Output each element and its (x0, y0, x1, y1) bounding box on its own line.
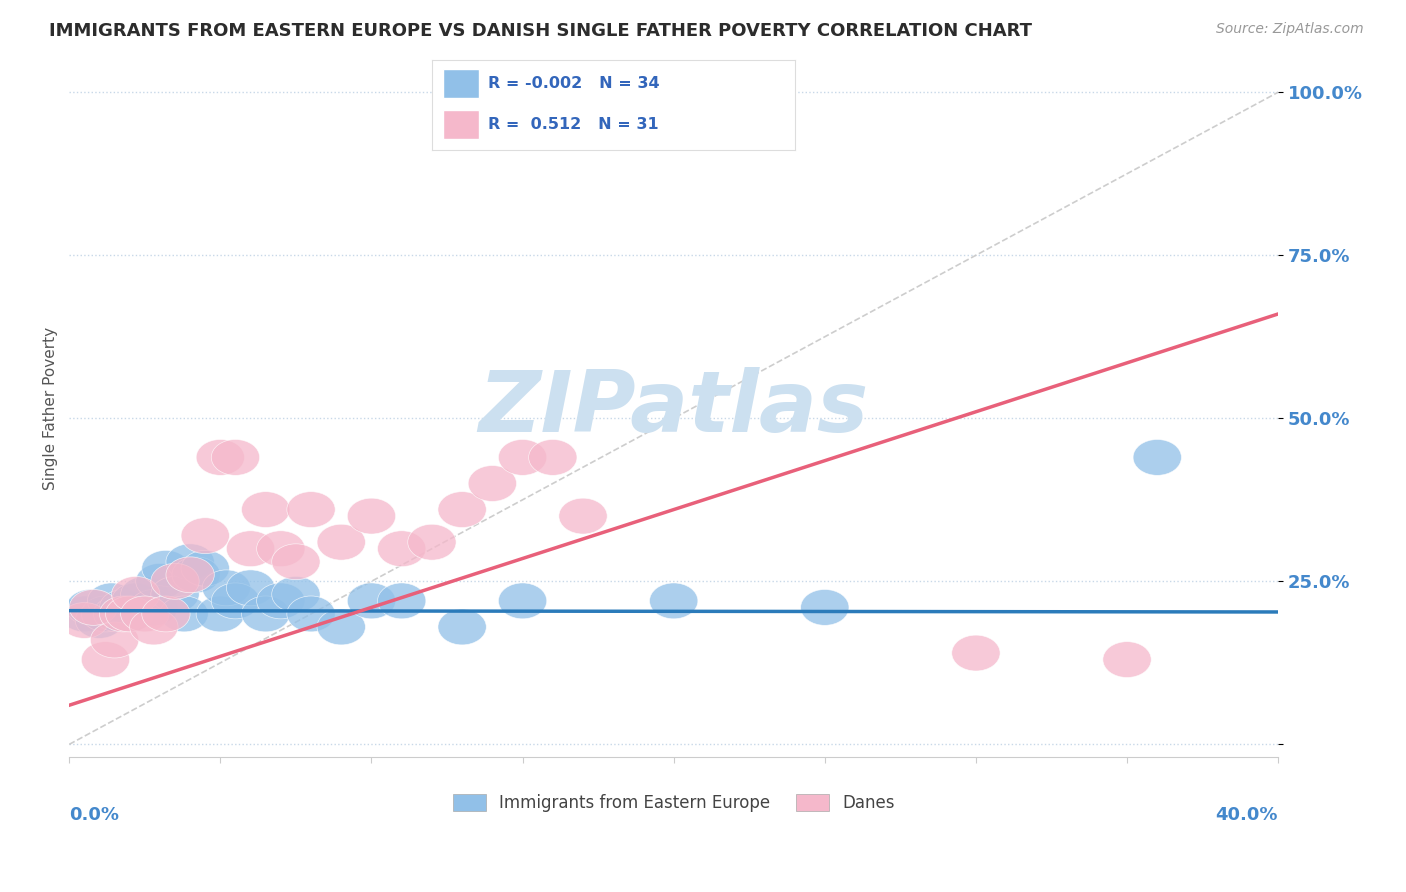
Ellipse shape (377, 583, 426, 619)
Ellipse shape (150, 564, 200, 599)
Text: ZIPatlas: ZIPatlas (478, 367, 869, 450)
Ellipse shape (202, 570, 250, 606)
Ellipse shape (142, 596, 190, 632)
Ellipse shape (257, 583, 305, 619)
Ellipse shape (347, 498, 395, 534)
Ellipse shape (197, 440, 245, 475)
Ellipse shape (437, 609, 486, 645)
Ellipse shape (257, 531, 305, 566)
Ellipse shape (952, 635, 1000, 671)
Ellipse shape (166, 544, 214, 580)
Ellipse shape (60, 602, 108, 639)
Ellipse shape (166, 557, 214, 592)
Ellipse shape (408, 524, 456, 560)
Ellipse shape (76, 602, 124, 639)
Ellipse shape (242, 491, 290, 527)
Ellipse shape (211, 583, 260, 619)
Ellipse shape (129, 590, 179, 625)
Ellipse shape (318, 524, 366, 560)
Ellipse shape (558, 498, 607, 534)
Ellipse shape (181, 550, 229, 586)
Ellipse shape (287, 596, 335, 632)
Text: 40.0%: 40.0% (1216, 806, 1278, 824)
Ellipse shape (121, 596, 169, 632)
Text: 0.0%: 0.0% (69, 806, 120, 824)
Ellipse shape (197, 596, 245, 632)
Ellipse shape (211, 440, 260, 475)
Ellipse shape (1102, 641, 1152, 678)
Ellipse shape (347, 583, 395, 619)
Ellipse shape (800, 590, 849, 625)
Ellipse shape (529, 440, 576, 475)
Ellipse shape (150, 576, 200, 612)
Ellipse shape (111, 583, 160, 619)
Ellipse shape (226, 531, 274, 566)
Ellipse shape (100, 590, 148, 625)
Ellipse shape (271, 576, 321, 612)
Ellipse shape (377, 531, 426, 566)
Ellipse shape (121, 576, 169, 612)
Ellipse shape (498, 440, 547, 475)
Ellipse shape (318, 609, 366, 645)
Ellipse shape (271, 544, 321, 580)
Legend: Immigrants from Eastern Europe, Danes: Immigrants from Eastern Europe, Danes (446, 788, 901, 819)
Ellipse shape (136, 564, 184, 599)
Ellipse shape (1133, 440, 1181, 475)
Text: Source: ZipAtlas.com: Source: ZipAtlas.com (1216, 22, 1364, 37)
Ellipse shape (60, 596, 108, 632)
Ellipse shape (160, 596, 208, 632)
Ellipse shape (100, 596, 148, 632)
Ellipse shape (498, 583, 547, 619)
Ellipse shape (172, 557, 221, 592)
Ellipse shape (93, 596, 142, 632)
Y-axis label: Single Father Poverty: Single Father Poverty (44, 327, 58, 490)
Ellipse shape (468, 466, 516, 501)
Text: IMMIGRANTS FROM EASTERN EUROPE VS DANISH SINGLE FATHER POVERTY CORRELATION CHART: IMMIGRANTS FROM EASTERN EUROPE VS DANISH… (49, 22, 1032, 40)
Ellipse shape (242, 596, 290, 632)
Ellipse shape (226, 570, 274, 606)
Ellipse shape (82, 596, 129, 632)
Ellipse shape (650, 583, 697, 619)
Ellipse shape (105, 596, 153, 632)
Ellipse shape (111, 576, 160, 612)
Ellipse shape (287, 491, 335, 527)
Ellipse shape (181, 517, 229, 554)
Ellipse shape (105, 596, 153, 632)
Ellipse shape (437, 491, 486, 527)
Ellipse shape (66, 590, 114, 625)
Ellipse shape (142, 550, 190, 586)
Ellipse shape (87, 583, 136, 619)
Ellipse shape (69, 590, 118, 625)
Ellipse shape (82, 641, 129, 678)
Ellipse shape (90, 622, 139, 658)
Ellipse shape (129, 609, 179, 645)
